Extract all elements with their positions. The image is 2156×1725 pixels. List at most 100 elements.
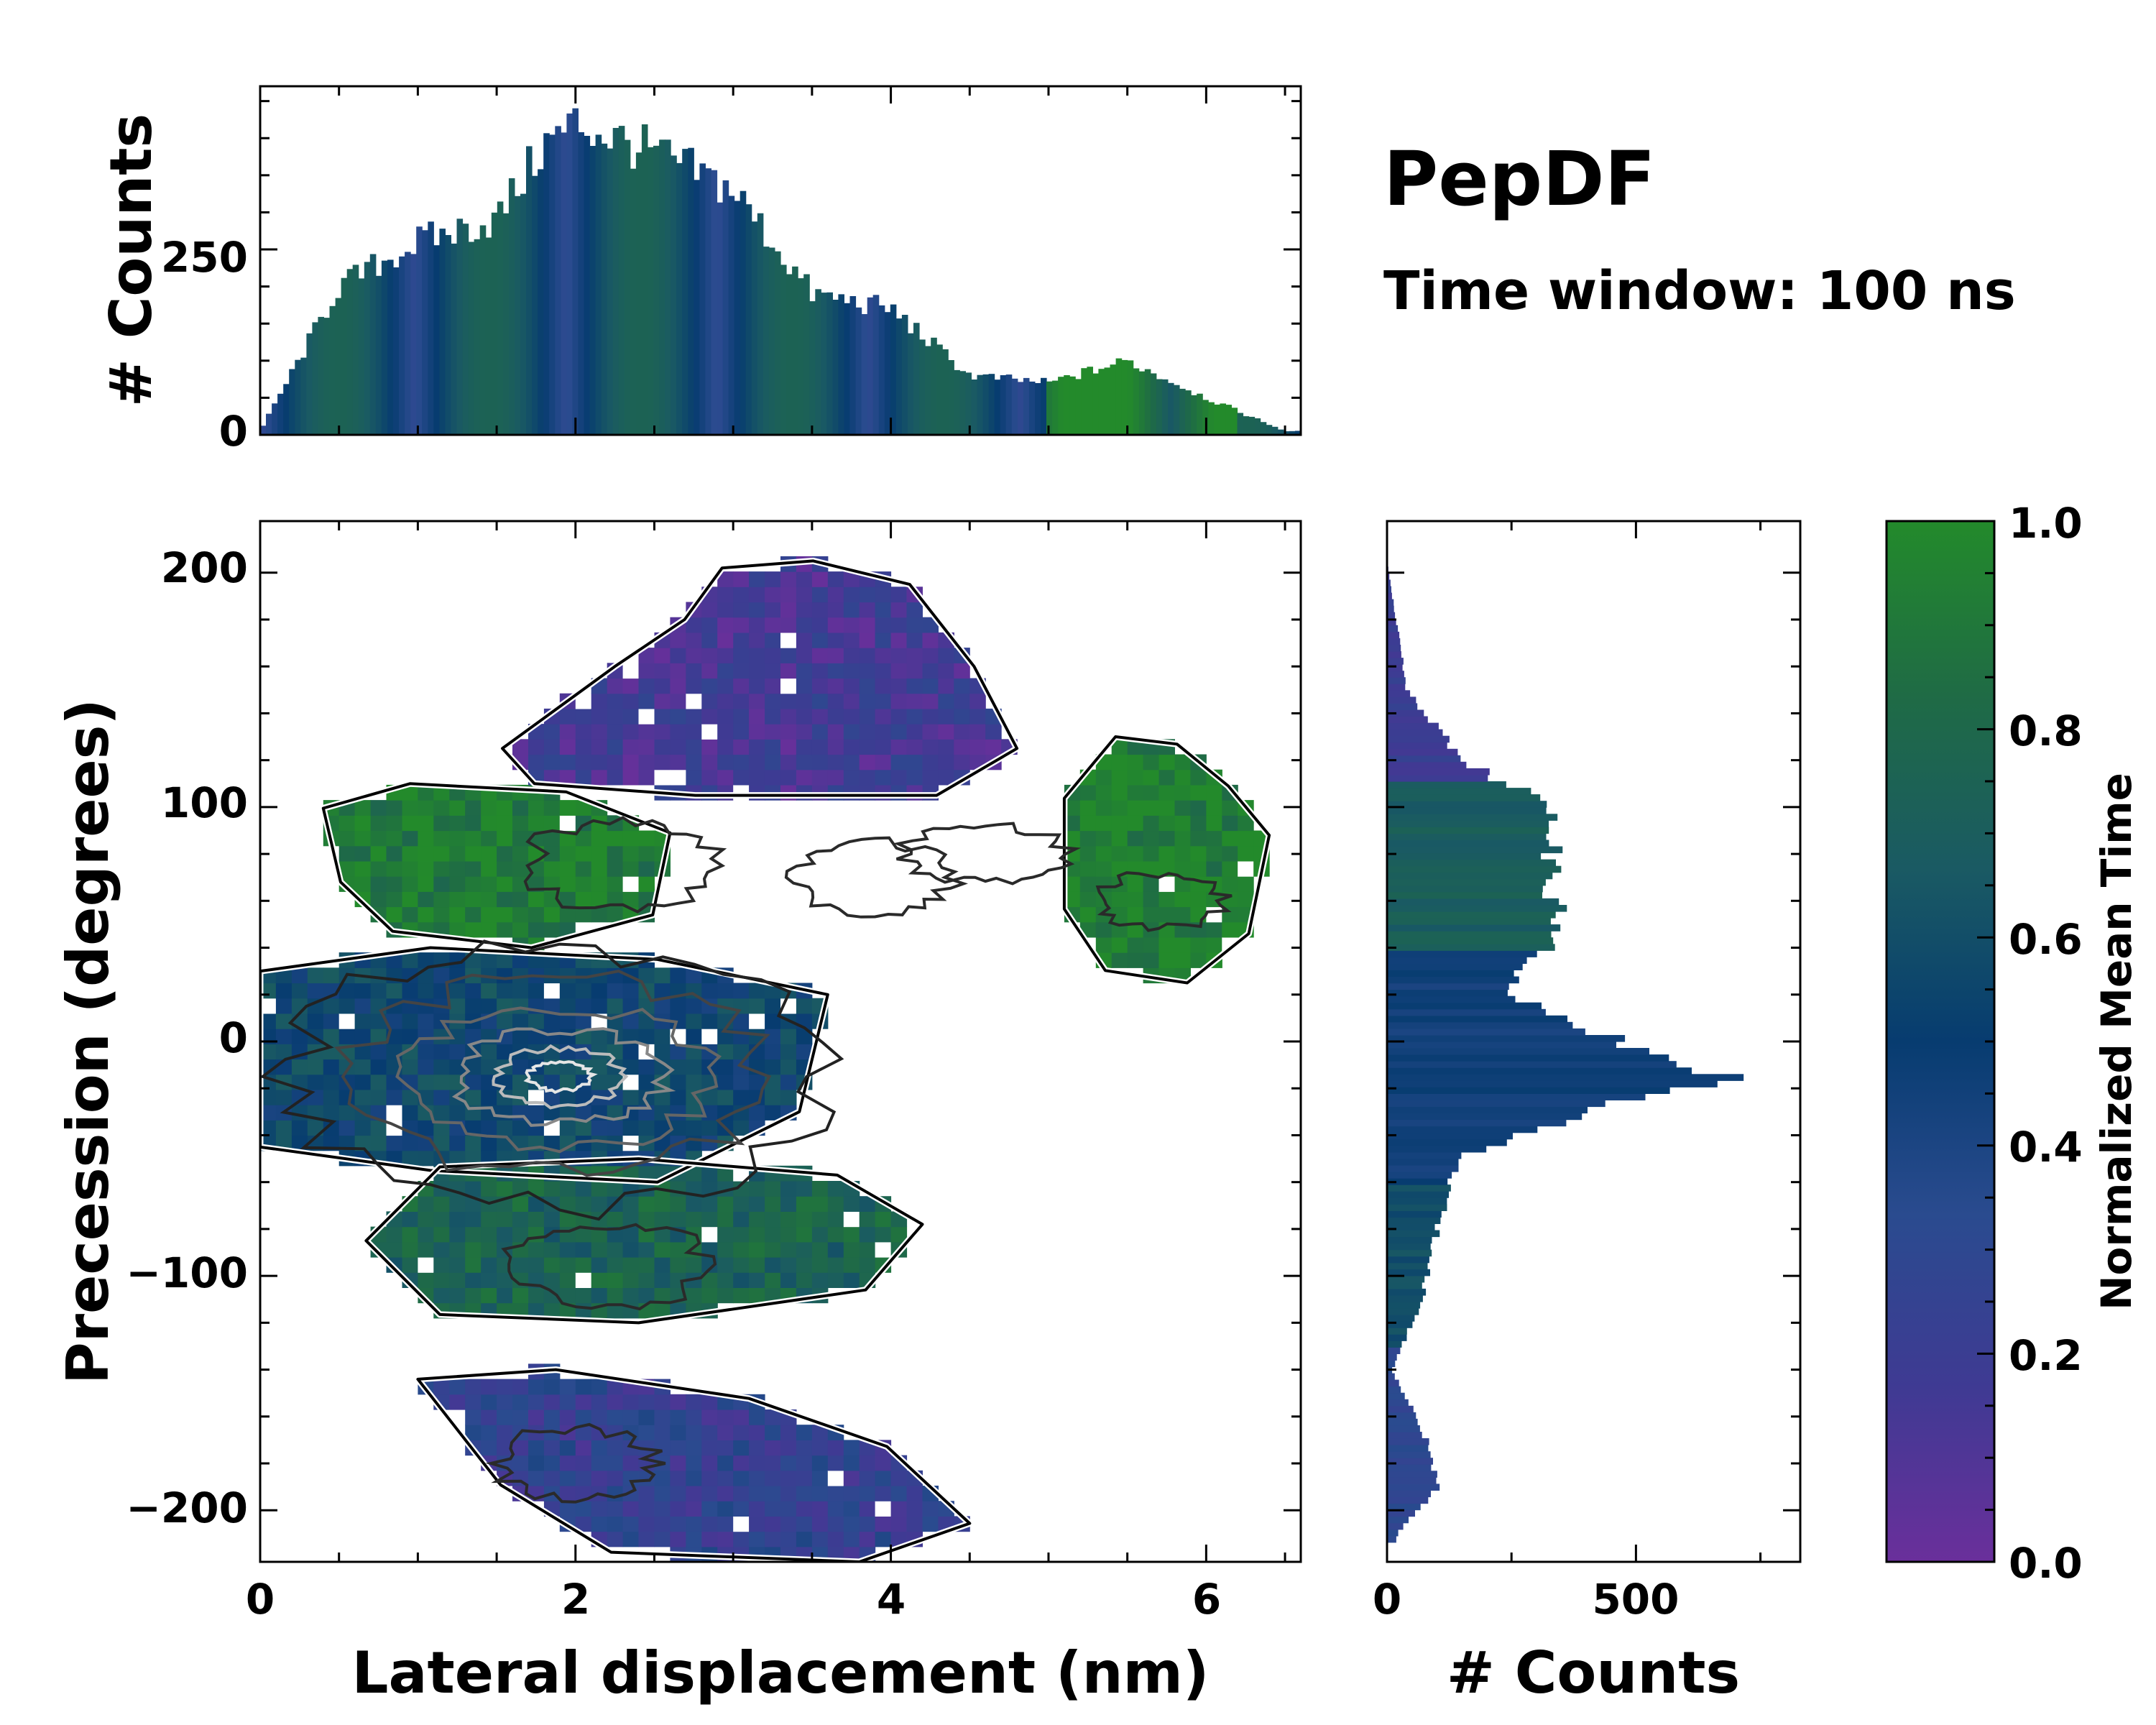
heatmap-cell: [622, 724, 640, 740]
heatmap-cell: [1190, 845, 1207, 862]
heatmap-cell: [512, 1120, 529, 1136]
histogram-bar: [1387, 865, 1562, 873]
heatmap-cell: [733, 663, 750, 679]
heatmap-cell: [765, 1455, 781, 1471]
heatmap-cell: [559, 754, 576, 770]
heatmap-cell: [654, 724, 671, 740]
histogram-bar: [1387, 1496, 1429, 1504]
heatmap-cell: [1064, 830, 1081, 847]
heatmap-cell: [575, 708, 592, 724]
histogram-bar: [699, 163, 706, 435]
heatmap-cell: [449, 1287, 466, 1304]
heatmap-cell: [370, 983, 387, 999]
heatmap-cell: [559, 1409, 576, 1425]
histogram-bar: [1387, 1035, 1626, 1042]
heatmap-cell: [622, 1029, 640, 1044]
heatmap-cell: [354, 1059, 372, 1075]
heatmap-cell: [686, 1135, 702, 1151]
heatmap-cell: [559, 1181, 576, 1197]
colorbar-label: Normalized Mean Time: [2092, 773, 2141, 1310]
heatmap-cell: [843, 708, 860, 724]
heatmap-cell: [1079, 800, 1097, 816]
histogram-bar: [1387, 989, 1508, 997]
heatmap-cell: [954, 739, 970, 755]
heatmap-cell: [481, 1272, 497, 1288]
heatmap-cell: [890, 632, 908, 648]
heatmap-cell: [591, 1394, 608, 1410]
heatmap-cell: [386, 845, 402, 862]
heatmap-cell: [733, 1120, 750, 1136]
heatmap-cell: [543, 921, 561, 938]
histogram-bar: [1387, 1021, 1573, 1029]
heatmap-cell: [338, 1089, 356, 1105]
heatmap-cell: [528, 1409, 545, 1425]
region-boundary: [321, 782, 672, 949]
histogram-bar: [1387, 1334, 1407, 1341]
heatmap-cell: [370, 876, 387, 892]
heatmap-cell: [859, 678, 876, 694]
heatmap-cell: [796, 1181, 813, 1197]
histogram-bar: [1277, 429, 1284, 435]
heatmap-cell: [780, 1272, 797, 1288]
heatmap-cell: [1064, 815, 1081, 832]
heatmap-cell: [591, 860, 608, 877]
heatmap-cell: [670, 1257, 686, 1273]
heatmap-cell: [465, 1409, 482, 1425]
heatmap-cell: [859, 632, 876, 648]
heatmap-cell: [875, 1470, 892, 1486]
heatmap-cell: [1111, 952, 1128, 968]
histogram-bar: [740, 190, 747, 435]
heatmap-cell: [796, 1455, 813, 1471]
histogram-bar: [445, 235, 451, 435]
heatmap-cell: [418, 906, 434, 923]
histogram-bar: [682, 149, 688, 435]
heatmap-cell: [512, 1257, 529, 1273]
histogram-bar: [954, 369, 960, 435]
heatmap-cell: [843, 678, 860, 694]
heatmap-cell: [575, 1241, 592, 1258]
heatmap-cell: [765, 1440, 781, 1456]
heatmap-cell: [528, 1013, 545, 1029]
heatmap-cell: [622, 1287, 640, 1304]
heatmap-cell: [433, 1196, 450, 1212]
heatmap-cell: [260, 1044, 277, 1060]
heatmap-cell: [701, 739, 718, 755]
heatmap-cell: [670, 1531, 686, 1547]
heatmap-cell: [528, 1302, 545, 1319]
heatmap-cell: [733, 754, 750, 770]
heatmap-cell: [607, 891, 624, 908]
density-contour: [523, 816, 727, 914]
heatmap-cell: [1158, 800, 1175, 816]
heatmap-cell: [765, 571, 781, 587]
heatmap-cell: [402, 1135, 418, 1151]
heatmap-cell: [481, 891, 497, 908]
heatmap-cell: [607, 1272, 624, 1288]
heatmap-cell: [827, 678, 844, 694]
heatmap-cell: [733, 632, 750, 648]
heatmap-cell: [449, 845, 466, 862]
heatmap-cell: [481, 1135, 497, 1151]
heatmap-cell: [622, 1272, 640, 1288]
histogram-bar: [1387, 677, 1406, 684]
heatmap-cell: [575, 724, 592, 740]
heatmap-cell: [1127, 937, 1144, 953]
heatmap-cell: [575, 1455, 592, 1471]
heatmap-cell: [1206, 937, 1222, 953]
heatmap-cell: [717, 1287, 734, 1304]
heatmap-cell: [796, 754, 813, 770]
heatmap-cell: [497, 1409, 513, 1425]
colorbar-tick-0.4: 0.4: [2009, 1123, 2083, 1172]
heatmap-cell: [859, 1211, 876, 1228]
heatmap-cell: [717, 1226, 734, 1243]
heatmap-cell: [701, 693, 718, 709]
heatmap-cell: [607, 983, 624, 999]
heatmap-cell: [638, 1241, 655, 1258]
histogram-bar: [1387, 1217, 1441, 1224]
density-contour: [260, 939, 844, 1221]
heatmap-cell: [670, 1440, 686, 1456]
heatmap-cell: [433, 1044, 450, 1060]
heatmap-cell: [670, 998, 686, 1014]
heatmap-cell: [811, 1486, 829, 1501]
heatmap-cell: [670, 1501, 686, 1517]
heatmap-cell: [591, 983, 608, 999]
